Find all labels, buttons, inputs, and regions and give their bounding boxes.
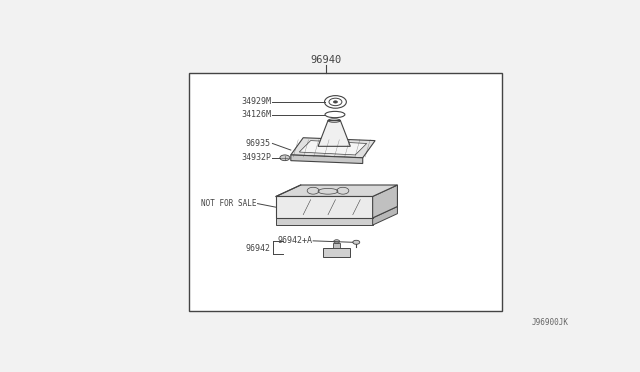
Circle shape [333, 101, 337, 103]
Text: 34932P: 34932P [241, 153, 271, 162]
Text: NOT FOR SALE: NOT FOR SALE [200, 199, 256, 208]
Text: 96940: 96940 [310, 55, 341, 65]
Text: 34126M: 34126M [241, 110, 271, 119]
Circle shape [333, 240, 340, 243]
Polygon shape [276, 196, 372, 218]
Bar [333, 243, 340, 248]
Polygon shape [291, 138, 375, 158]
Text: 96942: 96942 [246, 244, 271, 253]
Polygon shape [276, 218, 372, 225]
Polygon shape [372, 185, 397, 218]
Text: 34929M: 34929M [241, 97, 271, 106]
Bar [189, 73, 502, 311]
Polygon shape [300, 141, 367, 155]
Text: 96942+A: 96942+A [277, 236, 312, 246]
Bar [323, 248, 350, 257]
Circle shape [280, 155, 290, 161]
Polygon shape [291, 155, 363, 164]
Polygon shape [276, 185, 397, 196]
Polygon shape [372, 206, 397, 225]
Polygon shape [318, 121, 350, 146]
Circle shape [353, 240, 360, 244]
Text: 96935: 96935 [246, 139, 271, 148]
Text: J96900JK: J96900JK [532, 318, 568, 327]
